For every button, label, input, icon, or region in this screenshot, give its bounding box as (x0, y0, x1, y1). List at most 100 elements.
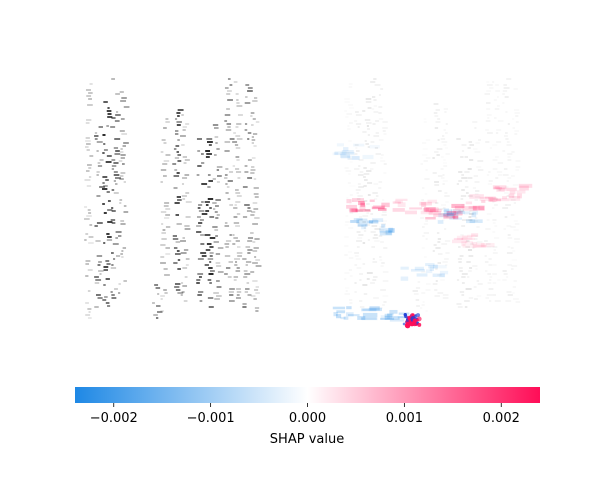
spectrogram-cell (253, 208, 259, 210)
spectrogram-cell (85, 263, 90, 265)
spectrogram-cell (506, 291, 512, 293)
spectrogram-cell (245, 246, 251, 248)
shap-cell (361, 224, 367, 230)
spectrogram-cell (217, 271, 224, 273)
spectrogram-cell (216, 280, 220, 282)
spectrogram-cell (120, 253, 123, 255)
spectrogram-cell (367, 194, 371, 196)
spectrogram-cell (119, 175, 124, 177)
shap-cell (428, 264, 439, 269)
spectrogram-cell (206, 138, 213, 140)
spectrogram-cell (209, 252, 214, 254)
spectrogram-cell (507, 153, 512, 155)
spectrogram-cell (442, 261, 447, 263)
spectrogram-cell (247, 87, 253, 89)
shap-cell (453, 208, 461, 214)
spectrogram-cell (382, 304, 385, 306)
spectrogram-cell (444, 111, 446, 113)
spectrogram-cell (99, 186, 105, 188)
spectrogram-cell (247, 252, 251, 254)
spectrogram-cell (212, 202, 217, 204)
spectrogram-cell (514, 280, 517, 282)
spectrogram-cell (115, 114, 121, 116)
spectrogram-cell (242, 258, 247, 260)
spectrogram-cell (354, 144, 359, 146)
spectrogram-cell (176, 223, 182, 225)
spectrogram-cell (207, 174, 211, 176)
spectrogram-cell (86, 95, 92, 97)
spectrogram-cell (425, 289, 430, 291)
spectrogram-cell (162, 163, 168, 165)
spectrogram-cell (358, 183, 361, 185)
spectrogram-cell (346, 197, 348, 199)
spectrogram-cell (456, 303, 462, 305)
shap-cell (426, 207, 439, 213)
spectrogram-cell (486, 90, 491, 92)
spectrogram-cell (435, 247, 441, 249)
spectrogram-cell (224, 141, 231, 143)
spectrogram-cell (412, 290, 418, 292)
spectrogram-cell (464, 306, 468, 308)
shap-cell (389, 309, 398, 314)
spectrogram-cell (492, 219, 497, 221)
spectrogram-cell (244, 204, 250, 206)
spectrogram-cell (229, 288, 235, 290)
spectrogram-cell (196, 138, 203, 140)
spectrogram-cell (366, 203, 370, 205)
shap-hotspot-cell (402, 322, 406, 326)
spectrogram-cell (443, 294, 449, 296)
spectrogram-cell (356, 240, 363, 242)
spectrogram-cell (237, 255, 242, 257)
spectrogram-cell (378, 187, 381, 189)
spectrogram-cell (373, 78, 377, 80)
spectrogram-cell (206, 243, 212, 245)
spectrogram-cell (176, 196, 182, 198)
shap-cell (464, 211, 471, 215)
spectrogram-cell (185, 192, 190, 194)
spectrogram-cell (104, 296, 108, 298)
spectrogram-cell (434, 289, 438, 291)
spectrogram-cell (425, 310, 427, 312)
spectrogram-cell (441, 168, 444, 170)
spectrogram-cell (236, 294, 240, 296)
spectrogram-cell (252, 223, 258, 225)
spectrogram-cell (516, 121, 519, 123)
spectrogram-cell (363, 293, 368, 295)
spectrogram-cell (348, 227, 353, 229)
spectrogram-cell (379, 118, 383, 120)
shap-cell (332, 306, 346, 310)
spectrogram-cell (495, 300, 501, 302)
spectrogram-cell (161, 223, 164, 225)
spectrogram-cell (103, 242, 106, 244)
shap-cell (424, 207, 439, 212)
spectrogram-cell (442, 183, 445, 185)
spectrogram-cell (88, 311, 91, 313)
spectrogram-cell (380, 289, 386, 291)
spectrogram-cell (467, 195, 473, 197)
spectrogram-cell (495, 84, 499, 86)
spectrogram-cell (461, 282, 465, 284)
spectrogram-cell (422, 187, 424, 189)
shap-cell (347, 314, 360, 317)
spectrogram-cell (489, 180, 493, 182)
spectrogram-cell (422, 235, 424, 237)
spectrogram-cell (434, 295, 439, 297)
spectrogram-cell (345, 293, 350, 295)
spectrogram-cell (227, 198, 231, 200)
spectrogram-cell (200, 252, 207, 254)
spectrogram-cell (383, 271, 389, 273)
spectrogram-cell (349, 257, 354, 259)
spectrogram-cell (344, 110, 347, 112)
spectrogram-cell (513, 184, 518, 186)
spectrogram-cell (515, 160, 520, 162)
spectrogram-cell (421, 292, 425, 294)
spectrogram-cell (251, 136, 255, 138)
spectrogram-cell (365, 143, 369, 145)
spectrogram-cell (215, 235, 218, 237)
spectrogram-cell (84, 239, 87, 241)
spectrogram-cell (255, 121, 260, 123)
spectrogram-cell (243, 276, 248, 278)
spectrogram-cell (214, 298, 220, 300)
spectrogram-cell (512, 127, 515, 129)
spectrogram-cell (487, 132, 493, 134)
